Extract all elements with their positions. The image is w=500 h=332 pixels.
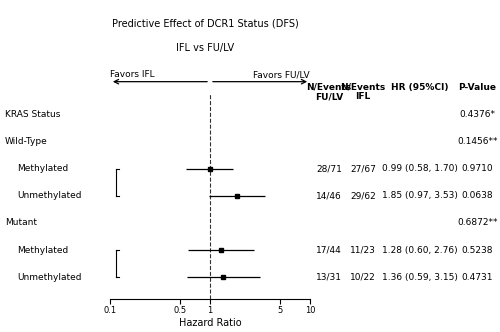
Text: IFL: IFL — [356, 92, 371, 101]
Text: HR (95%CI): HR (95%CI) — [392, 83, 449, 92]
Text: Methylated: Methylated — [18, 164, 69, 173]
Text: Methylated: Methylated — [18, 246, 69, 255]
Text: 0.4731: 0.4731 — [462, 273, 493, 282]
Text: 11/23: 11/23 — [350, 246, 376, 255]
Text: 29/62: 29/62 — [350, 191, 376, 201]
Text: N/Events: N/Events — [306, 83, 352, 92]
Text: Unmethylated: Unmethylated — [18, 191, 82, 201]
Text: 0.4376*: 0.4376* — [459, 110, 495, 119]
Text: 0.1456**: 0.1456** — [457, 137, 498, 146]
Text: 27/67: 27/67 — [350, 164, 376, 173]
Text: Favors FU/LV: Favors FU/LV — [254, 70, 310, 79]
Text: Predictive Effect of DCR1 Status (DFS): Predictive Effect of DCR1 Status (DFS) — [112, 19, 298, 29]
Text: IFL vs FU/LV: IFL vs FU/LV — [176, 43, 234, 53]
Text: FU/LV: FU/LV — [315, 92, 343, 101]
Text: 10/22: 10/22 — [350, 273, 376, 282]
Text: N/Events: N/Events — [340, 83, 386, 92]
X-axis label: Hazard Ratio: Hazard Ratio — [178, 318, 242, 328]
Text: Mutant: Mutant — [5, 218, 37, 227]
Text: P-Value: P-Value — [458, 83, 496, 92]
Text: 0.9710: 0.9710 — [462, 164, 493, 173]
Text: 1.85 (0.97, 3.53): 1.85 (0.97, 3.53) — [382, 191, 458, 201]
Text: 0.5238: 0.5238 — [462, 246, 493, 255]
Text: 17/44: 17/44 — [316, 246, 342, 255]
Text: 14/46: 14/46 — [316, 191, 342, 201]
Text: KRAS Status: KRAS Status — [5, 110, 60, 119]
Text: 28/71: 28/71 — [316, 164, 342, 173]
Text: 13/31: 13/31 — [316, 273, 342, 282]
Text: 0.6872**: 0.6872** — [457, 218, 498, 227]
Text: 0.99 (0.58, 1.70): 0.99 (0.58, 1.70) — [382, 164, 458, 173]
Text: 1.28 (0.60, 2.76): 1.28 (0.60, 2.76) — [382, 246, 458, 255]
Text: 1.36 (0.59, 3.15): 1.36 (0.59, 3.15) — [382, 273, 458, 282]
Text: 0.0638: 0.0638 — [462, 191, 493, 201]
Text: Favors IFL: Favors IFL — [110, 70, 154, 79]
Text: Unmethylated: Unmethylated — [18, 273, 82, 282]
Text: Wild-Type: Wild-Type — [5, 137, 48, 146]
